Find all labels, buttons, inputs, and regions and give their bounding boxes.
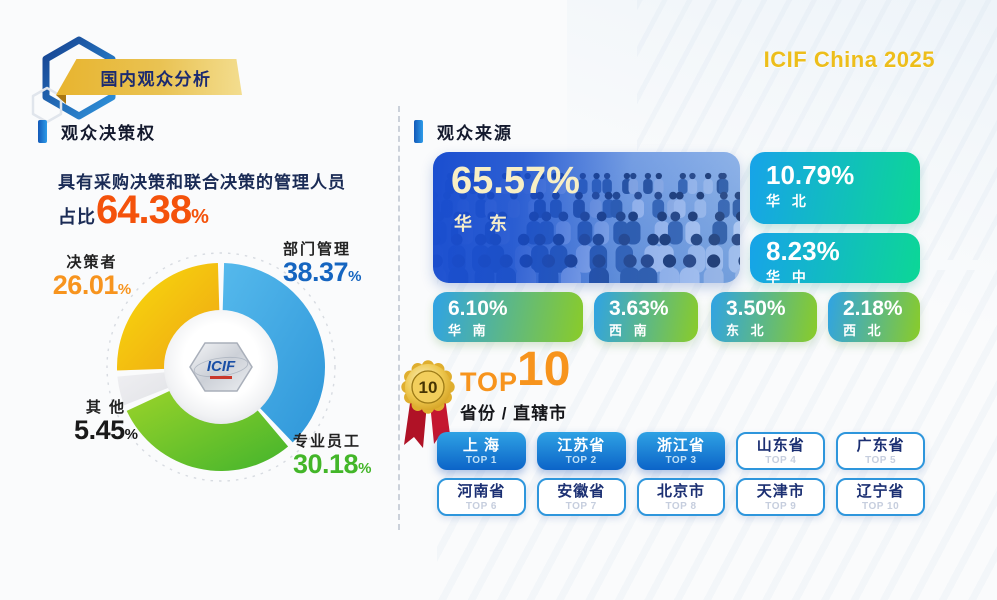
province-card-guangdong: 广东省 TOP 5 [836, 432, 925, 470]
province-card-tianjin: 天津市 TOP 9 [736, 478, 826, 516]
province-name: 浙江省 [656, 437, 705, 454]
region-card-dongbei: 3.50% 东 北 [711, 292, 817, 342]
province-card-anhui: 安徽省 TOP 7 [536, 478, 626, 516]
province-rank: TOP 5 [865, 454, 897, 466]
province-card-zhejiang: 浙江省 TOP 3 [636, 432, 726, 470]
donut-segment [126, 390, 289, 471]
top10-subtitle: 省份 / 直辖市 [460, 404, 568, 423]
section-header-decision: 观众决策权 [38, 119, 156, 144]
ratio-prefix: 占比 [58, 207, 96, 227]
blue-overlay [433, 152, 740, 283]
legend-name: 部门管理 [283, 241, 352, 258]
province-name: 广东省 [856, 437, 905, 454]
ratio-unit: % [191, 206, 209, 228]
donut-segment [222, 263, 326, 443]
region-value: 10.79% [766, 160, 855, 190]
region-name: 西 北 [843, 323, 885, 339]
province-name: 北京市 [656, 483, 705, 500]
province-name: 天津市 [756, 483, 805, 500]
region-card-huazhong: 8.23% 华 中 [750, 233, 920, 285]
province-rank: TOP 10 [862, 500, 900, 512]
legend-name: 其 他 [85, 399, 127, 416]
province-rank: TOP 9 [765, 500, 797, 512]
svg-text:10: 10 [419, 378, 438, 397]
region-value: 3.50% [726, 297, 786, 320]
donut-svg: ICIF [106, 252, 336, 482]
region-card-huabei: 10.79% 华 北 [750, 152, 920, 224]
title-ribbon: 国内观众分析 [56, 59, 242, 95]
province-rank: TOP 8 [665, 500, 697, 512]
province-card-beijing: 北京市 TOP 8 [636, 478, 726, 516]
region-value: 8.23% [766, 236, 840, 266]
province-name: 江苏省 [557, 437, 606, 454]
accent-bar-icon [38, 120, 47, 143]
province-card-shanghai: 上 海 TOP 1 [437, 432, 526, 470]
top10-label: TOP [460, 367, 519, 397]
page-title: 国内观众分析 [100, 69, 212, 89]
region-value: 2.18% [843, 297, 903, 320]
region-card-xinan: 3.63% 西 南 [594, 292, 698, 342]
section-header-source: 观众来源 [414, 119, 513, 144]
dashed-circle-decoration [106, 252, 336, 482]
section-title-decision: 观众决策权 [61, 124, 156, 143]
province-card-shandong: 山东省 TOP 4 [736, 432, 826, 470]
donut-segment [117, 263, 220, 371]
province-rank: TOP 1 [465, 454, 497, 466]
province-card-henan: 河南省 TOP 6 [437, 478, 526, 516]
legend-decision-maker: 决策者 26.01% [36, 255, 148, 299]
brand-title: ICIF China 2025 [763, 47, 935, 72]
ratio-value: 64.38 [96, 188, 192, 232]
province-rank: TOP 7 [565, 500, 597, 512]
legend-other: 其 他 5.45% [56, 400, 156, 444]
province-ranking-grid: 上 海 TOP 1 江苏省 TOP 2 浙江省 TOP 3 山东省 TOP 4 … [437, 432, 925, 516]
province-rank: TOP 3 [665, 454, 697, 466]
province-card-jiangsu: 江苏省 TOP 2 [536, 432, 626, 470]
icif-logo-icon: ICIF [189, 342, 253, 392]
ratio-row: 占比 64.38 % [58, 190, 209, 230]
legend-name: 专业员工 [293, 433, 362, 450]
province-name: 安徽省 [557, 483, 606, 500]
province-card-liaoning: 辽宁省 TOP 10 [836, 478, 925, 516]
donut-chart: ICIF [104, 250, 338, 484]
region-value: 6.10% [448, 297, 508, 320]
region-value: 3.63% [609, 297, 669, 320]
legend-department-management: 部门管理 38.37% [283, 242, 403, 286]
svg-text:ICIF: ICIF [207, 358, 236, 375]
province-name: 辽宁省 [856, 483, 905, 500]
legend-value: 5.45 [74, 414, 125, 445]
legend-value: 38.37 [283, 256, 349, 287]
province-rank: TOP 4 [765, 454, 797, 466]
legend-name: 决策者 [66, 254, 118, 271]
region-name: 华 东 [454, 214, 514, 234]
region-card-huadong: 65.57% 华 东 [433, 152, 740, 283]
legend-professional-staff: 专业员工 30.18% [293, 434, 413, 478]
region-value: 65.57% [451, 160, 580, 202]
province-rank: TOP 2 [565, 454, 597, 466]
region-name: 西 南 [609, 323, 651, 339]
summary-text: 具有采购决策和联合决策的管理人员 [58, 173, 346, 192]
donut-segment [117, 372, 169, 406]
accent-bar-icon [414, 120, 423, 143]
region-name: 华 北 [766, 192, 810, 209]
ribbon-fold [56, 95, 66, 104]
region-name: 华 中 [766, 268, 810, 285]
region-name: 东 北 [726, 323, 768, 339]
region-card-huanan: 6.10% 华 南 [433, 292, 583, 342]
dashed-divider [398, 106, 400, 530]
province-name: 上 海 [462, 437, 500, 454]
province-name: 河南省 [457, 483, 506, 500]
legend-value: 30.18 [293, 448, 359, 479]
province-rank: TOP 6 [465, 500, 497, 512]
province-name: 山东省 [756, 437, 805, 454]
section-title-source: 观众来源 [437, 124, 513, 143]
legend-value: 26.01 [52, 269, 119, 300]
region-card-xibei: 2.18% 西 北 [828, 292, 920, 342]
region-name: 华 南 [448, 323, 490, 339]
top10-number: 10 [517, 343, 571, 396]
